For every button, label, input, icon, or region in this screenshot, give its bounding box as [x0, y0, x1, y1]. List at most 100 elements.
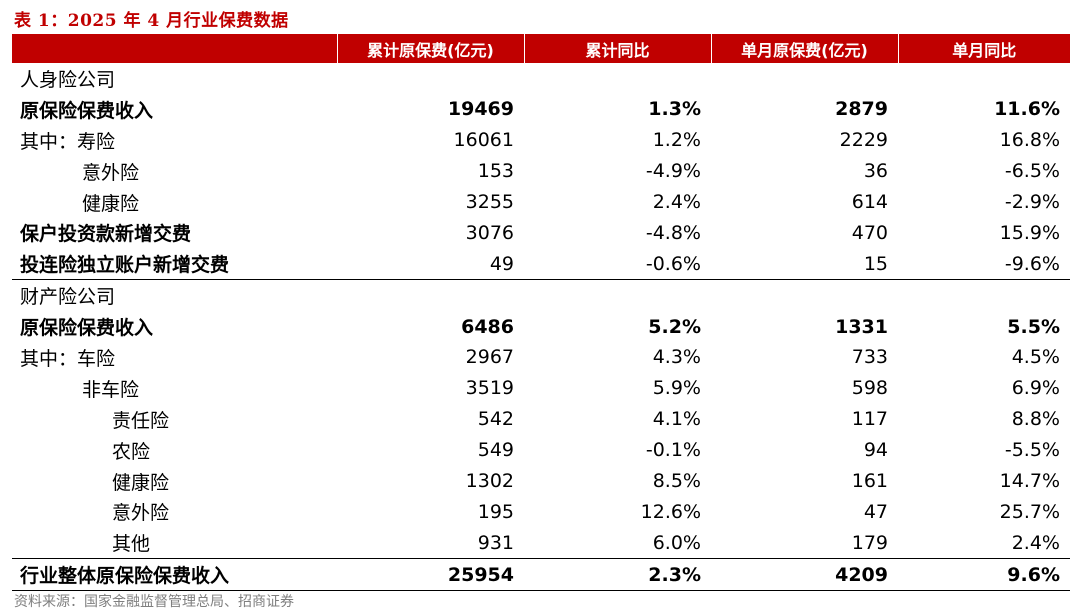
row-label: 财产险公司: [12, 279, 337, 312]
cell-cumulative: 195: [477, 500, 514, 523]
cell-cumulative-yoy: 1.3%: [648, 98, 701, 121]
cell-cumulative: 1302: [465, 470, 514, 493]
cell-cumulative: 3076: [465, 221, 514, 244]
cell-cumulative-yoy: 2.4%: [652, 191, 701, 213]
table-row: 健康险 1302 8.5% 161 14.7%: [12, 466, 1070, 497]
cell-cumulative-yoy: 5.9%: [652, 377, 701, 400]
header-label: [12, 34, 337, 63]
cell-monthly: 470: [851, 221, 888, 244]
cell-monthly: [711, 279, 898, 312]
cell-cumulative-yoy: -4.8%: [645, 221, 701, 244]
cell-cumulative: 3519: [465, 377, 514, 400]
table-row: 农险 549 -0.1% 94 -5.5%: [12, 435, 1070, 466]
cell-cumulative: [337, 63, 524, 94]
cell-cumulative: 542: [477, 408, 514, 431]
cell-monthly-yoy: -6.5%: [1004, 160, 1060, 183]
cell-monthly-yoy: -2.9%: [1004, 191, 1060, 213]
table-title: 表 1：2025 年 4 月行业保费数据: [14, 11, 289, 31]
row-label: 投连险独立账户新增交费: [20, 254, 230, 277]
row-label: 行业整体原保险保费收入: [12, 558, 337, 592]
cell-monthly-yoy: [898, 279, 1070, 312]
table-row: 意外险 195 12.6% 47 25.7%: [12, 496, 1070, 527]
cell-cumulative: 16061: [453, 129, 514, 152]
cell-cumulative: 2967: [465, 346, 514, 369]
row-label: 意外险: [112, 502, 170, 525]
row-label: 非车险: [82, 378, 140, 401]
cell-cumulative-yoy: -0.6%: [645, 252, 701, 275]
cell-cumulative-yoy: 1.2%: [652, 129, 701, 152]
cell-cumulative: 6486: [461, 315, 514, 338]
cell-cumulative: 549: [477, 439, 514, 462]
row-label: 健康险: [112, 471, 170, 494]
cell-monthly-yoy: 11.6%: [994, 98, 1060, 121]
cell-monthly: 598: [851, 377, 888, 400]
header-cumulative-yoy: 累计同比: [523, 34, 711, 63]
table-row: 意外险 153 -4.9% 36 -6.5%: [12, 156, 1070, 187]
cell-monthly-yoy: 16.8%: [999, 129, 1060, 152]
cell-monthly-yoy: 5.5%: [1007, 315, 1060, 338]
row-label: 农险: [112, 440, 151, 463]
cell-monthly-yoy: 8.8%: [1011, 408, 1060, 431]
cell-cumulative: 25954: [337, 558, 524, 592]
cell-cumulative-yoy: 2.3%: [524, 558, 711, 592]
premium-table: 累计原保费(亿元) 累计同比 单月原保费(亿元) 单月同比 人身险公司 原保险保…: [12, 34, 1070, 592]
cell-cumulative: 931: [477, 531, 514, 554]
cell-monthly-yoy: 15.9%: [999, 221, 1060, 244]
header-monthly-yoy: 单月同比: [897, 34, 1070, 63]
cell-cumulative-yoy: 4.3%: [652, 346, 701, 369]
table-row: 保户投资款新增交费 3076 -4.8% 470 15.9%: [12, 217, 1070, 248]
row-label: 其他: [112, 533, 151, 556]
row-label: 责任险: [112, 409, 170, 432]
cell-monthly: 47: [863, 500, 888, 523]
cell-monthly-yoy: -9.6%: [1004, 252, 1060, 275]
cell-monthly: 15: [863, 252, 888, 275]
table-row-total: 行业整体原保险保费收入 25954 2.3% 4209 9.6%: [12, 558, 1070, 592]
cell-monthly: 179: [851, 531, 888, 554]
cell-monthly: [711, 63, 898, 94]
cell-monthly-yoy: 9.6%: [898, 558, 1070, 592]
cell-monthly: 4209: [711, 558, 898, 592]
cell-cumulative-yoy: [524, 63, 711, 94]
cell-cumulative-yoy: 4.1%: [652, 408, 701, 431]
table-row: 原保险保费收入 6486 5.2% 1331 5.5%: [12, 311, 1070, 342]
cell-cumulative: 3255: [465, 191, 514, 213]
table-row: 责任险 542 4.1% 117 8.8%: [12, 404, 1070, 435]
row-label: 其中：寿险: [20, 130, 116, 153]
cell-monthly-yoy: 6.9%: [1011, 377, 1060, 400]
cell-monthly: 614: [851, 191, 888, 213]
cell-cumulative-yoy: [524, 279, 711, 312]
table-row: 其中：寿险 16061 1.2% 2229 16.8%: [12, 125, 1070, 156]
row-label: 其中：车险: [20, 347, 116, 370]
table-row: 健康险 3255 2.4% 614 -2.9%: [12, 187, 1070, 218]
row-label: 人身险公司: [20, 68, 116, 91]
cell-monthly: 161: [851, 470, 888, 493]
cell-cumulative: 153: [477, 160, 514, 183]
table-header-row: 累计原保费(亿元) 累计同比 单月原保费(亿元) 单月同比: [12, 34, 1070, 63]
cell-monthly: 2229: [839, 129, 888, 152]
cell-monthly: 117: [851, 408, 888, 431]
table-row-property-section: 财产险公司: [12, 279, 1070, 312]
source-note: 资料来源：国家金融监督管理总局、招商证券: [14, 594, 294, 610]
header-cumulative-premium: 累计原保费(亿元): [336, 34, 524, 63]
table-row: 其中：车险 2967 4.3% 733 4.5%: [12, 342, 1070, 373]
cell-cumulative-yoy: 12.6%: [640, 500, 701, 523]
cell-cumulative-yoy: -0.1%: [645, 439, 701, 462]
cell-monthly-yoy: 2.4%: [1011, 531, 1060, 554]
cell-monthly: 36: [863, 160, 888, 183]
cell-monthly-yoy: 25.7%: [999, 500, 1060, 523]
table-row: 非车险 3519 5.9% 598 6.9%: [12, 373, 1070, 404]
row-label: 原保险保费收入: [20, 317, 154, 340]
cell-monthly: 1331: [835, 315, 888, 338]
cell-cumulative-yoy: 8.5%: [652, 470, 701, 493]
table-row: 投连险独立账户新增交费 49 -0.6% 15 -9.6%: [12, 248, 1070, 279]
row-label: 健康险: [82, 192, 140, 215]
table-row-life-section: 人身险公司: [12, 63, 1070, 94]
cell-cumulative-yoy: -4.9%: [645, 160, 701, 183]
cell-monthly: 94: [863, 439, 888, 462]
cell-monthly-yoy: 4.5%: [1011, 346, 1060, 369]
cell-cumulative-yoy: 6.0%: [652, 531, 701, 554]
table-row: 原保险保费收入 19469 1.3% 2879 11.6%: [12, 94, 1070, 125]
cell-monthly-yoy: [898, 63, 1070, 94]
cell-monthly-yoy: 14.7%: [999, 470, 1060, 493]
table-row: 其他 931 6.0% 179 2.4%: [12, 527, 1070, 558]
